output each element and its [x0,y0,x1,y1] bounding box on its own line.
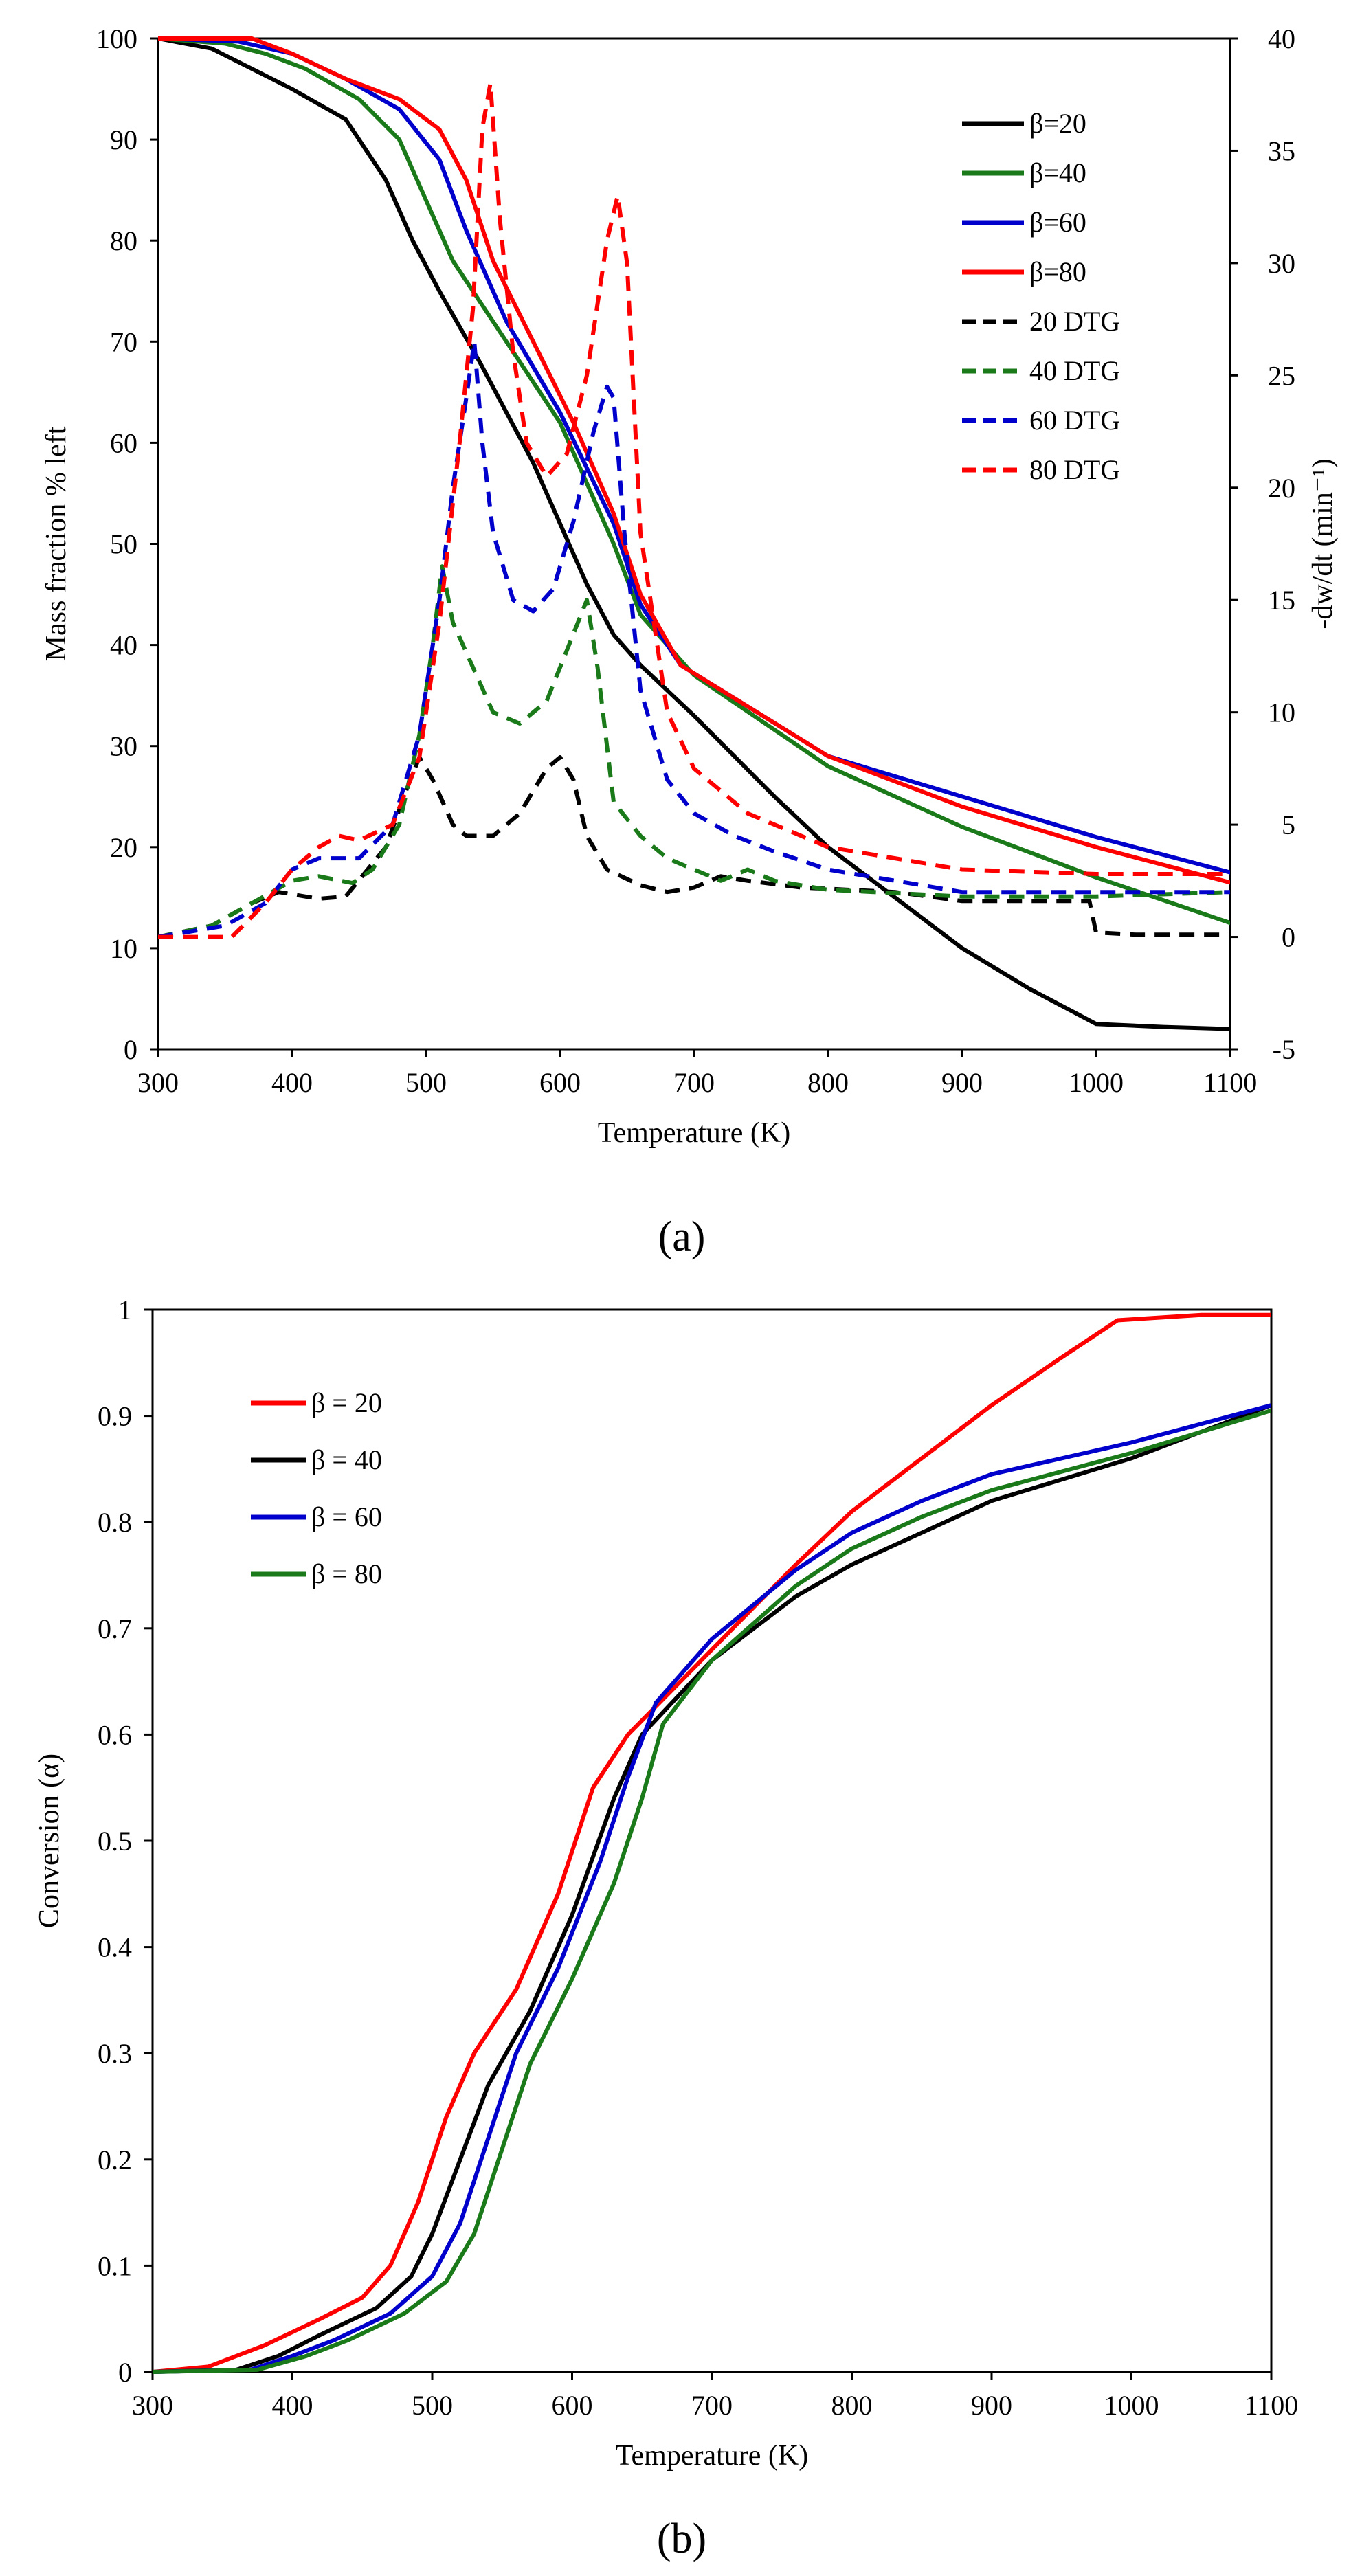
x-tick-label: 500 [405,1067,447,1098]
y-tick-label: 0.8 [98,1507,132,1538]
legend-entry: β = 60 [311,1501,382,1532]
y-tick-label: 0.2 [98,2144,132,2175]
series-line-b-2 [153,1403,1271,2374]
y-tick-label: 0.3 [98,2038,132,2069]
y2-tick-label: 20 [1268,473,1295,504]
series-line-a-3 [158,36,1230,885]
legend: β = 20 β = 40 β = 60 β = 80 [251,1387,382,1589]
series-line-a-1 [158,36,1230,926]
x-tick-label: 1100 [1203,1067,1258,1098]
y-tick-label: 0 [124,1034,137,1065]
y2-tick-label: 15 [1268,585,1295,616]
series-line-a-5 [158,564,1230,939]
x-tick-label: 800 [831,2390,873,2421]
y-tick-label: 0.9 [98,1401,132,1432]
y-tick-label: 1 [118,1295,132,1325]
y-tick-label: 20 [110,832,137,863]
y-tick-label: 0.6 [98,1719,132,1750]
y-tick-label: 70 [110,326,137,357]
y2-tick-label: 10 [1268,697,1295,728]
y-tick-label: 0.1 [98,2250,132,2281]
x-tick-label: 800 [807,1067,849,1098]
legend-entry: β = 20 [311,1387,382,1418]
x-tick-label: 600 [539,1067,581,1098]
y-tick-label: 100 [96,23,137,54]
y2-tick-label: 35 [1268,135,1295,166]
y2-tick-label: 30 [1268,248,1295,279]
x-axis-title: Temperature (K) [598,1117,790,1149]
x-tick-label: 300 [132,2390,173,2421]
x-tick-label: 400 [271,1067,313,1098]
legend-entry: 80 DTG [1029,454,1120,485]
chart-panel-a: 300 400 500 600 700 800 900 1000 110001020304050… [41,23,1339,1260]
y2-tick-label: 40 [1268,23,1295,54]
legend-entry: β=60 [1029,207,1086,238]
x-tick-label: 700 [691,2390,733,2421]
legend-entry: β=20 [1029,108,1086,139]
x-tick-label: 900 [971,2390,1012,2421]
series-line-b-1 [153,1403,1271,2374]
y-tick-label: 0.4 [98,1932,132,1963]
legend-entry: 60 DTG [1029,405,1120,436]
y-tick-label: 0.7 [98,1613,132,1644]
x-axis-title: Temperature (K) [616,2440,808,2472]
legend-entry: 40 DTG [1029,355,1120,386]
y2-tick-label: 25 [1268,360,1295,391]
y2-tick-label: 5 [1282,809,1295,840]
x-tick-label: 300 [137,1067,179,1098]
chart-panel-b: 300 400 500 600 700 800 900 1000 1100 0 0.1 0.2 0.3 0… [34,1295,1298,2562]
legend-entry: β = 40 [311,1444,382,1475]
y-axis-title: Mass fraction % left [41,426,72,661]
legend-entry: β=80 [1029,256,1086,287]
x-tick-label: 1000 [1104,2390,1159,2421]
legend-entry: 20 DTG [1029,306,1120,337]
y2-tick-label: -5 [1273,1034,1295,1065]
panel-label: (a) [658,1213,706,1260]
panel-label: (b) [657,2516,706,2562]
y-tick-label: 0.5 [98,1826,132,1857]
y-tick-label: 80 [110,225,137,256]
x-tick-label: 500 [412,2390,453,2421]
x-tick-label: 1100 [1244,2390,1299,2421]
y-axis-title: Conversion (α) [34,1754,65,1928]
series-line-b-0 [153,1312,1271,2374]
y2-axis-title: -dw/dt (min⁻¹) [1307,458,1339,629]
x-tick-label: 1000 [1069,1067,1124,1098]
x-tick-label: 600 [552,2390,593,2421]
y-tick-label: 50 [110,529,137,560]
series-line-b-3 [153,1408,1271,2374]
x-tick-label: 900 [941,1067,983,1098]
legend-entry: β=40 [1029,157,1086,188]
x-tick-label: 700 [673,1067,715,1098]
y-tick-label: 10 [110,933,137,964]
y-tick-label: 60 [110,427,137,458]
series-line-a-0 [158,36,1230,1031]
y2-tick-label: 0 [1282,922,1295,953]
y-tick-label: 0 [118,2357,132,2388]
y-tick-label: 40 [110,630,137,661]
y-tick-label: 30 [110,731,137,762]
series-line-a-6 [158,339,1230,939]
y-tick-label: 90 [110,124,137,155]
x-tick-label: 400 [272,2390,313,2421]
legend: β=20 β=40 β=60 β=80 20 DTG 40 DTG 60 DTG 80 DTG [962,108,1120,485]
legend-entry: β = 80 [311,1558,382,1589]
series-line-a-7 [158,81,1230,939]
